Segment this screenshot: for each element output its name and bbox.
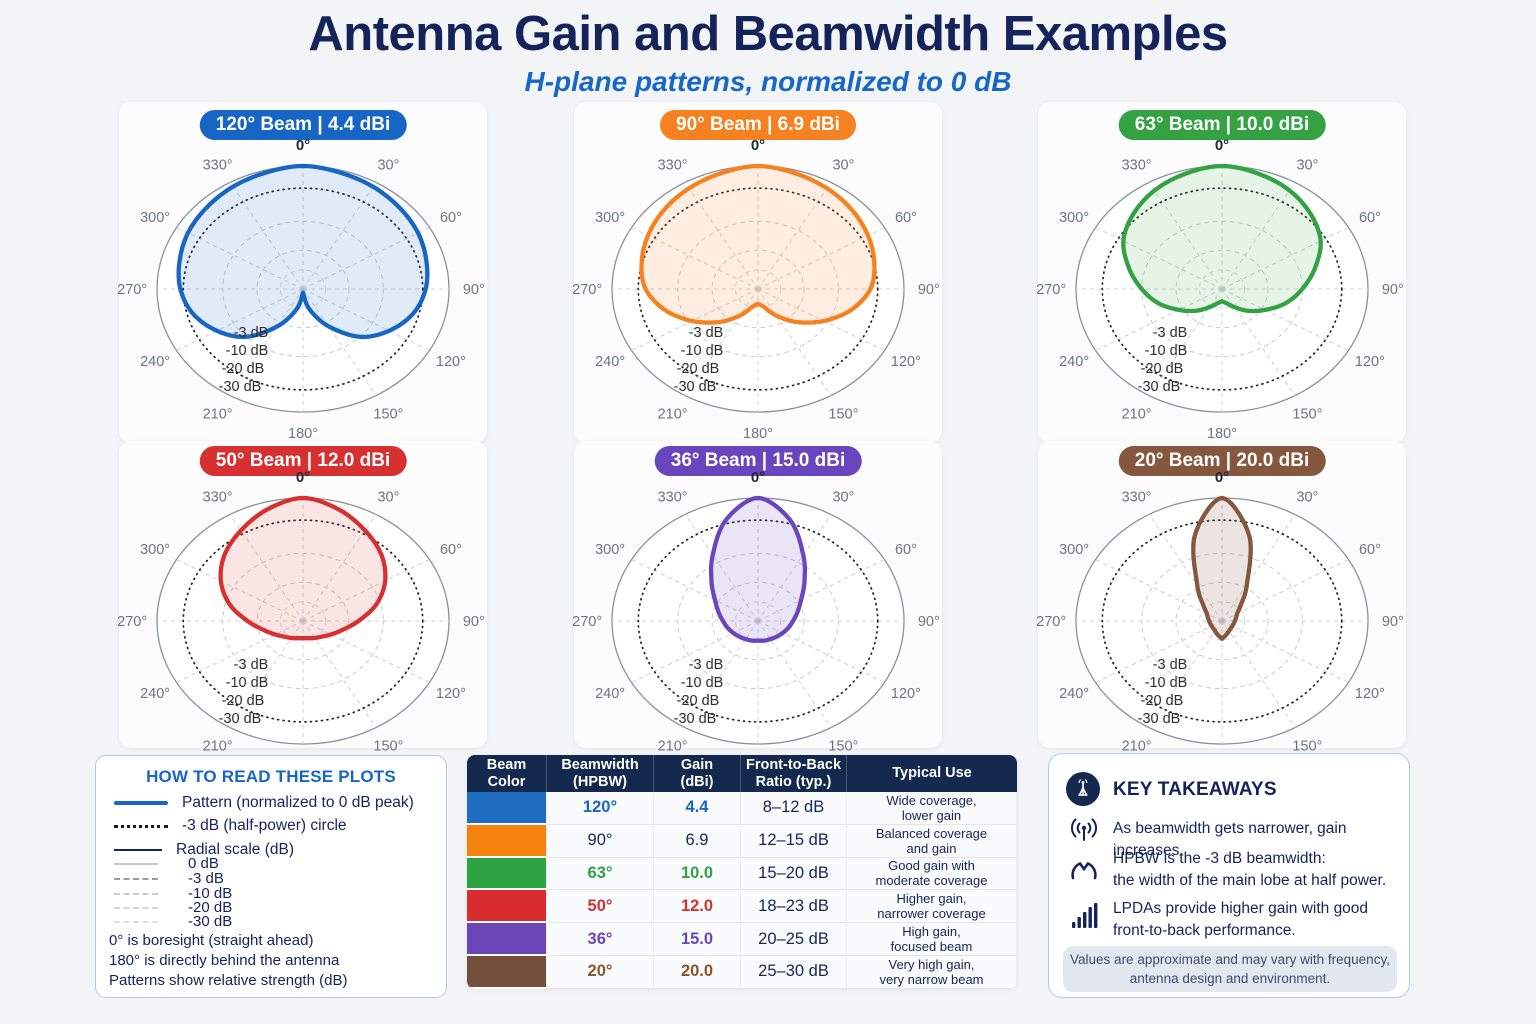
plot-panel-50deg <box>119 441 487 748</box>
beam-color-swatch <box>467 890 547 924</box>
broadcast-waves-icon <box>1067 816 1101 847</box>
takeaway-item-1: As beamwidth gets narrower, gain increas… <box>1113 820 1347 859</box>
plot-badge: 36° Beam | 15.0 dBi <box>654 446 862 476</box>
typical-use-cell: Good gain with moderate coverage <box>847 857 1017 891</box>
gain-cell: 10.0 <box>654 857 741 891</box>
beamwidth-cell: 36° <box>547 923 654 956</box>
typical-use-cell: Very high gain, very narrow beam <box>847 956 1017 989</box>
beam-comparison-table: Beam Color Beamwidth (HPBW) Gain (dBi) Fron… <box>467 755 1017 989</box>
front-to-back-cell: 15–20 dB <box>741 857 847 891</box>
beam-color-swatch <box>467 857 547 891</box>
plot-panel-20deg <box>1038 441 1406 748</box>
approximation-note: Values are approximate and may vary with… <box>1063 946 1397 992</box>
legend-title: HOW TO READ THESE PLOTS <box>146 767 396 786</box>
scale-row-0db: 0 dB <box>114 855 219 872</box>
plot-panel-63deg <box>1038 102 1406 443</box>
front-to-back-cell: 18–23 dB <box>741 890 847 924</box>
typical-use-cell: Balanced coverage and gain <box>847 824 1017 858</box>
plot-panel-120deg <box>119 102 487 443</box>
scale-row-label: -30 dB <box>188 913 233 930</box>
gain-cell: 12.0 <box>654 890 741 924</box>
antenna-tower-icon <box>1078 779 1088 796</box>
scale-row-20db: -20 dB <box>114 899 233 916</box>
scale-row-label: -10 dB <box>188 885 233 902</box>
typical-use-cell: High gain, focused beam <box>847 923 1017 956</box>
takeaway-item-2: HPBW is the -3 dB beamwidth: the width o… <box>1113 850 1387 889</box>
dotted-circle-sample <box>114 824 168 828</box>
scale-row-label: -20 dB <box>188 899 233 916</box>
plot-badge: 90° Beam | 6.9 dBi <box>660 110 856 140</box>
beamwidth-cell: 20° <box>547 956 654 989</box>
plot-panel-36deg <box>574 441 942 748</box>
footnote-boresight: 0° is boresight (straight ahead) <box>109 932 314 949</box>
plot-badge: 50° Beam | 12.0 dBi <box>199 446 407 476</box>
scale-row-3db: -3 dB <box>114 870 224 887</box>
plot-badge: 120° Beam | 4.4 dBi <box>199 110 407 140</box>
gain-cell: 20.0 <box>654 956 741 989</box>
typical-use-cell: Wide coverage, lower gain <box>847 792 1017 825</box>
beamwidth-cell: 90° <box>547 824 654 858</box>
legend-item-radial-scale: Radial scale (dB) <box>114 840 294 860</box>
radial-scale-sample <box>114 849 162 851</box>
takeaway-item-3: LPDAs provide higher gain with good fron… <box>1113 900 1369 939</box>
antenna-tower-badge <box>1066 772 1100 806</box>
key-takeaways-box: KEY TAKEAWAYS As beamwidth gets narrower… <box>1048 753 1410 998</box>
plot-badge: 63° Beam | 10.0 dBi <box>1118 110 1326 140</box>
takeaways-title: KEY TAKEAWAYS <box>1113 779 1277 800</box>
beamwidth-cell: 50° <box>547 890 654 924</box>
beam-color-swatch <box>467 956 547 989</box>
table-header-cell: Gain (dBi) <box>654 755 741 792</box>
scale-row-label: -3 dB <box>188 870 224 887</box>
footnote-behind: 180° is directly behind the antenna <box>109 952 340 969</box>
gain-cell: 4.4 <box>654 792 741 825</box>
scale-row-label: 0 dB <box>188 855 219 872</box>
beamwidth-cell: 120° <box>547 792 654 825</box>
ring-30db-sample <box>114 920 158 923</box>
front-to-back-cell: 8–12 dB <box>741 792 847 825</box>
legend-item-label: Radial scale (dB) <box>176 841 295 858</box>
front-to-back-cell: 20–25 dB <box>741 923 847 956</box>
ring-3db-sample <box>114 877 158 880</box>
gain-cell: 6.9 <box>654 824 741 858</box>
front-to-back-cell: 12–15 dB <box>741 824 847 858</box>
legend-item-pattern: Pattern (normalized to 0 dB peak) <box>114 793 414 813</box>
beam-color-swatch <box>467 792 547 825</box>
typical-use-cell: Higher gain, narrower coverage <box>847 890 1017 924</box>
legend-item-halfpower: -3 dB (half-power) circle <box>114 816 347 836</box>
footnote-relative: Patterns show relative strength (dB) <box>109 972 348 989</box>
table-header-cell: Typical Use <box>847 755 1017 792</box>
scale-row-30db: -30 dB <box>114 913 233 930</box>
page-title: Antenna Gain and Beamwidth Examples <box>308 7 1228 61</box>
plot-panel-90deg <box>574 102 942 443</box>
table-header-cell: Beam Color <box>467 755 547 792</box>
front-to-back-cell: 25–30 dB <box>741 956 847 989</box>
page-subtitle: H-plane patterns, normalized to 0 dB <box>524 66 1012 97</box>
beam-color-swatch <box>467 824 547 858</box>
legend-item-label: Pattern (normalized to 0 dB peak) <box>182 794 414 811</box>
gain-cell: 15.0 <box>654 923 741 956</box>
table-header-cell: Beamwidth (HPBW) <box>547 755 654 792</box>
how-to-read-box: HOW TO READ THESE PLOTS Pattern (normali… <box>95 755 447 998</box>
ring-10db-sample <box>114 892 158 895</box>
ring-20db-sample <box>114 906 158 909</box>
legend-item-label: -3 dB (half-power) circle <box>182 817 347 834</box>
scale-row-10db: -10 dB <box>114 885 233 902</box>
beam-color-swatch <box>467 923 547 956</box>
table-header-cell: Front-to-Back Ratio (typ.) <box>741 755 847 792</box>
pattern-line-sample <box>114 800 168 806</box>
plot-badge: 20° Beam | 20.0 dBi <box>1118 446 1326 476</box>
ring-0db-sample <box>114 862 158 865</box>
signal-bars-icon <box>1071 902 1099 935</box>
gauge-icon <box>1069 856 1099 889</box>
beamwidth-cell: 63° <box>547 857 654 891</box>
